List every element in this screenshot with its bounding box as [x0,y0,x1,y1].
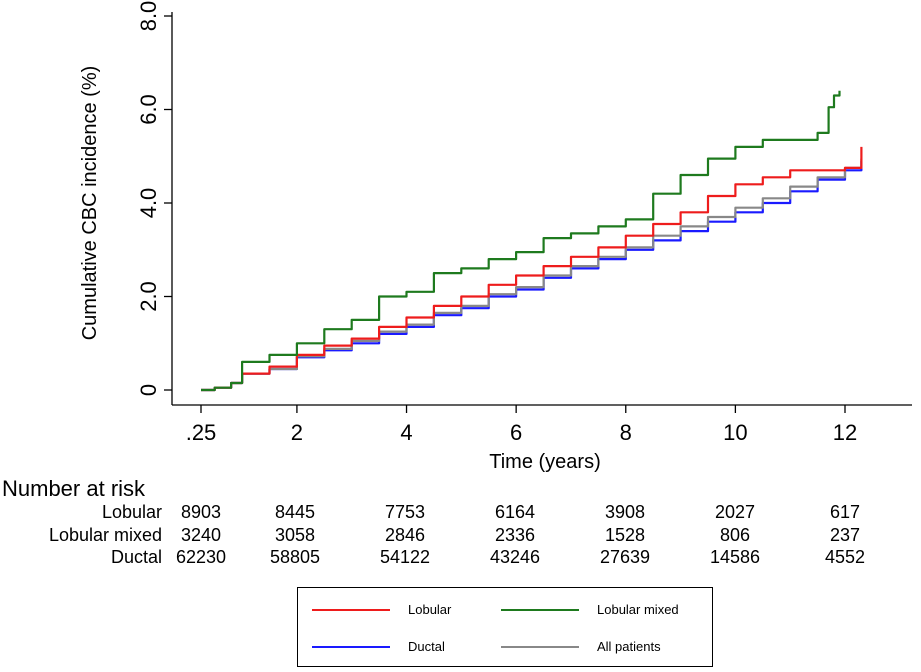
x-tick-label: 2 [291,420,303,445]
risk-row-label: Lobular mixed [48,525,162,545]
series-line-lobular [201,146,863,392]
risk-cell: 3908 [604,502,646,522]
series-line-lobular-mixed [201,90,841,392]
legend-swatch-ductal [312,645,390,648]
risk-row-label: Ductal [110,547,162,567]
x-tick-label: .25 [186,420,217,445]
legend-label-all-patients: All patients [597,639,661,654]
legend-swatch-all-patients [501,645,579,648]
legend-item-ductal: Ductal [312,639,445,654]
legend-swatch-lobular-mixed [501,608,579,611]
legend-item-all-patients: All patients [501,639,661,654]
x-tick-label: 6 [510,420,522,445]
x-tick-label: 12 [833,420,857,445]
y-tick-label: 6.0 [136,94,161,125]
risk-cell: 237 [829,525,861,545]
y-axis-label: Cumulative CBC incidence (%) [79,66,101,341]
x-axis-label: Time (years) [489,451,600,473]
series-lines [201,90,863,392]
x-tick-label: 4 [400,420,412,445]
risk-cell: 7753 [384,502,426,522]
incidence-chart: 0 2.0 4.0 6.0 8.0 .25 2 4 6 8 10 12 Cumulative CBC … [79,1,912,473]
risk-cell: 2846 [384,525,426,545]
x-tick-label: 8 [620,420,632,445]
legend-swatch-lobular [312,608,390,611]
y-tick-label: 8.0 [136,1,161,32]
risk-cell: 14586 [709,547,761,567]
risk-cell: 8445 [274,502,316,522]
risk-cell: 617 [829,502,861,522]
risk-cell: 27639 [599,547,651,567]
risk-cell: 1528 [604,525,646,545]
risk-cell: 6164 [494,502,536,522]
risk-cell: 54122 [379,547,431,567]
risk-row-label: Lobular [101,502,162,522]
risk-table-title: Number at risk [2,476,146,501]
x-tick-label: 10 [723,420,747,445]
legend-item-lobular-mixed: Lobular mixed [501,602,679,617]
risk-cell: 806 [719,525,751,545]
risk-cell: 3240 [180,525,222,545]
legend-label-lobular-mixed: Lobular mixed [597,602,679,617]
axes: 0 2.0 4.0 6.0 8.0 .25 2 4 6 8 10 12 [136,1,912,445]
risk-cell: 2027 [714,502,756,522]
y-tick-label: 2.0 [136,281,161,312]
legend: Lobular Lobular mixed Ductal All patient… [297,587,713,667]
risk-cell: 43246 [489,547,541,567]
risk-cell: 4552 [824,547,866,567]
series-line-all-patients [201,158,863,392]
risk-cell: 3058 [274,525,316,545]
risk-cell: 58805 [269,547,321,567]
risk-cell: 62230 [175,547,227,567]
y-tick-label: 4.0 [136,188,161,219]
legend-label-lobular: Lobular [408,602,452,617]
risk-cell: 2336 [494,525,536,545]
legend-label-ductal: Ductal [408,639,445,654]
risk-cell: 8903 [180,502,222,522]
y-tick-label: 0 [136,384,161,396]
legend-item-lobular: Lobular [312,602,451,617]
